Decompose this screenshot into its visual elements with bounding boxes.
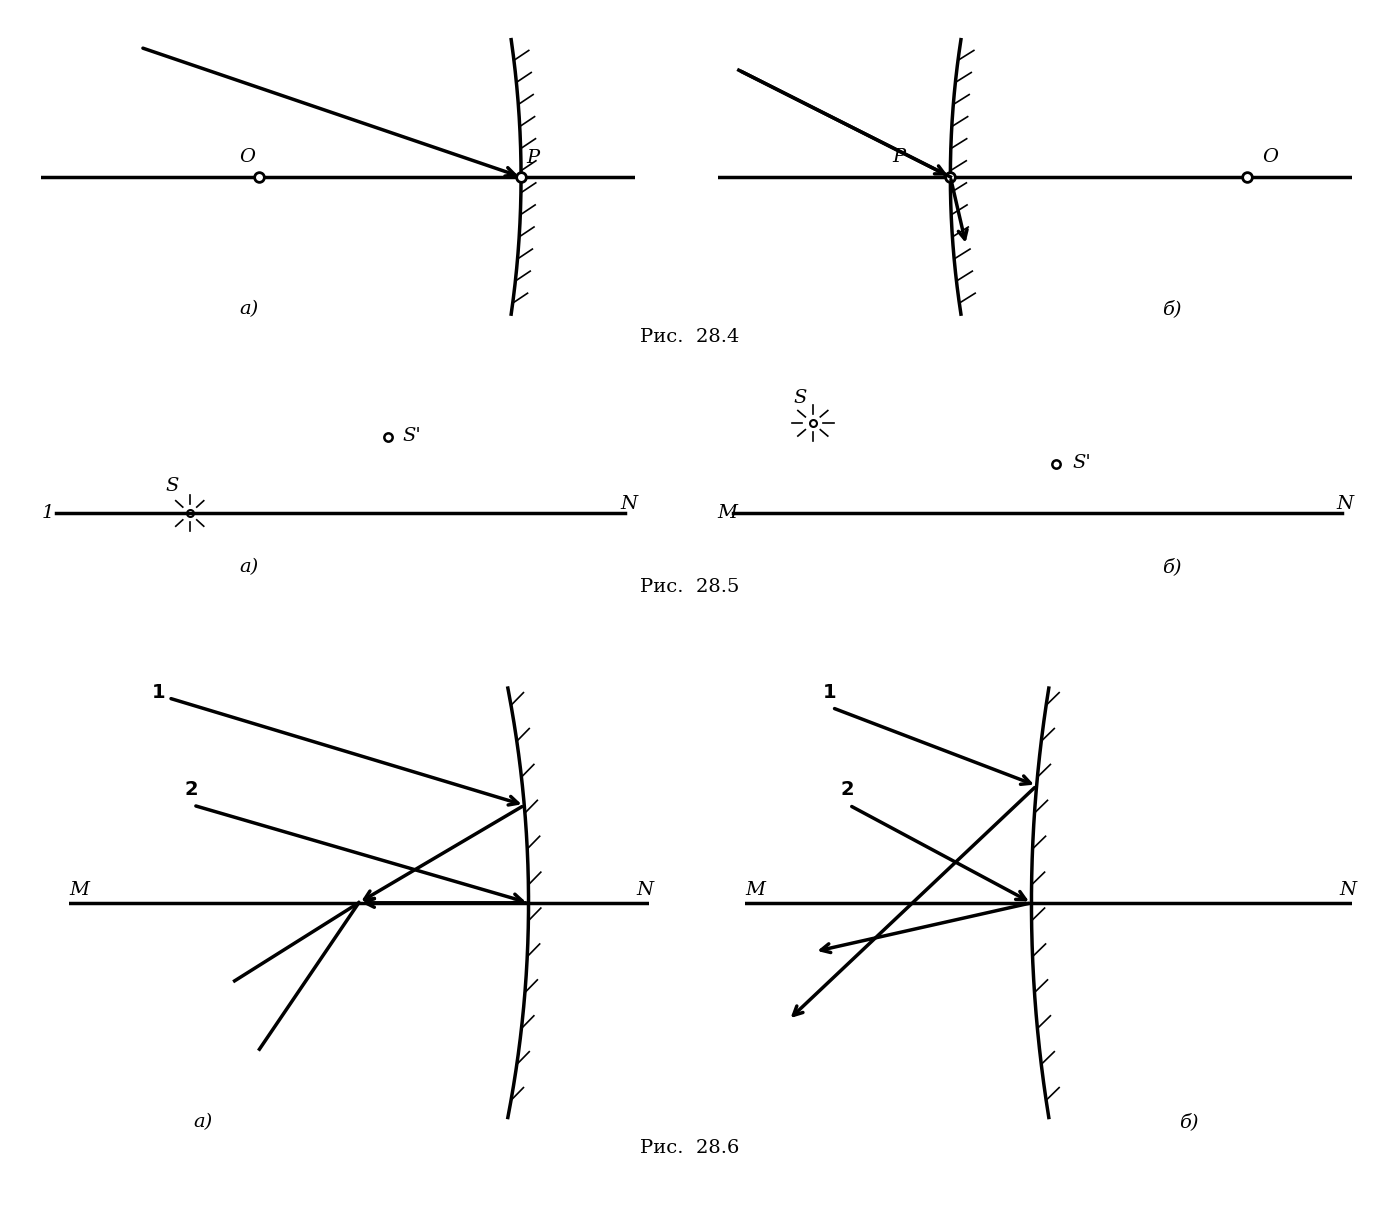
Text: P: P <box>893 148 905 166</box>
Text: 1: 1 <box>824 683 836 701</box>
Text: M: M <box>745 881 765 899</box>
Text: а): а) <box>193 1114 213 1131</box>
Text: S: S <box>166 477 178 495</box>
Text: N: N <box>1336 495 1354 512</box>
Text: б): б) <box>1179 1114 1198 1131</box>
Text: а): а) <box>239 558 258 576</box>
Text: Рис.  28.4: Рис. 28.4 <box>640 328 740 345</box>
Text: Рис.  28.5: Рис. 28.5 <box>640 578 740 595</box>
Text: б): б) <box>1162 558 1181 576</box>
Text: 2: 2 <box>185 781 199 799</box>
Text: S': S' <box>403 427 421 445</box>
Text: N: N <box>1340 881 1357 899</box>
Text: 2: 2 <box>840 781 854 799</box>
Text: S: S <box>793 389 807 407</box>
Text: M: M <box>718 504 737 522</box>
Text: 1: 1 <box>41 504 54 522</box>
Text: а): а) <box>239 300 258 318</box>
Text: N: N <box>636 881 653 899</box>
Text: P: P <box>526 149 540 167</box>
Text: N: N <box>620 495 638 512</box>
Text: б): б) <box>1162 300 1181 318</box>
Text: O: O <box>239 148 255 166</box>
Text: S': S' <box>1072 454 1090 472</box>
Text: 1: 1 <box>152 683 166 701</box>
Text: M: M <box>69 881 88 899</box>
Text: Рис.  28.6: Рис. 28.6 <box>640 1139 740 1157</box>
Text: O: O <box>1263 148 1278 166</box>
